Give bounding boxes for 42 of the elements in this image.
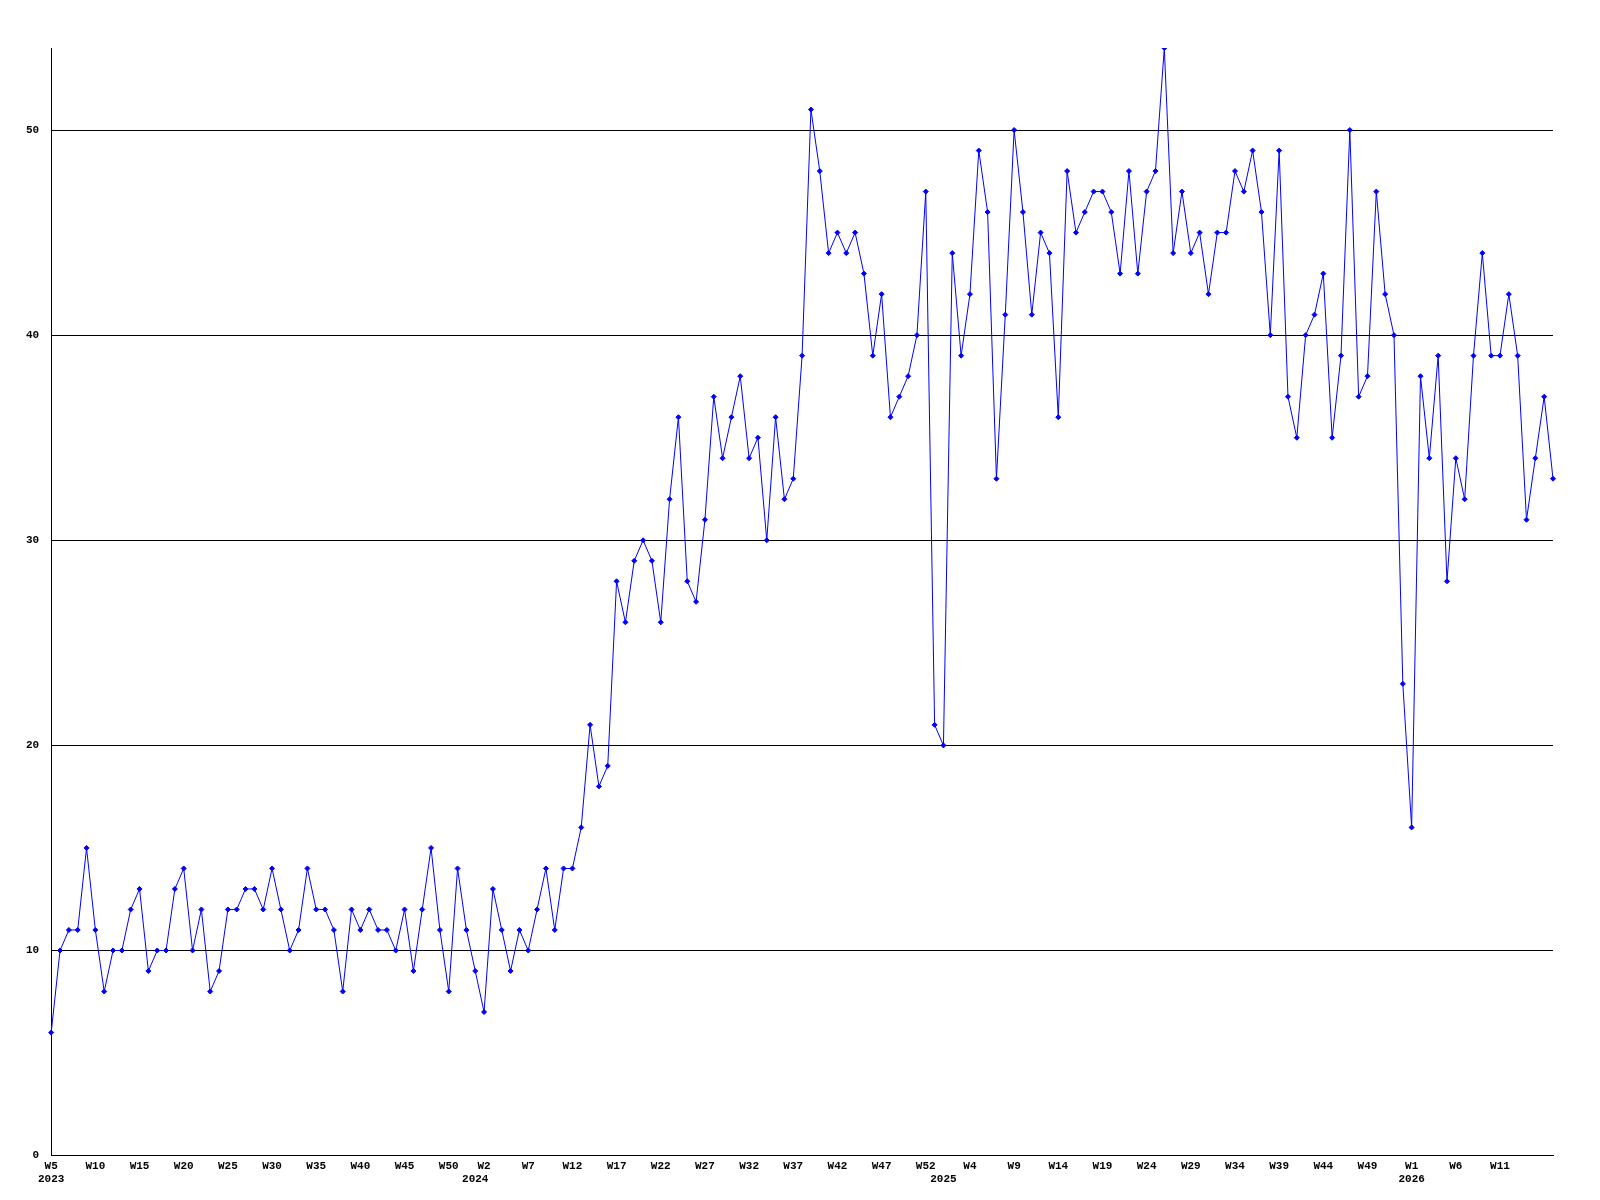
x-tick-label: W42 [827,1159,848,1172]
x-tick-label: W29 [1180,1159,1201,1172]
x-tick-label: W22 [650,1159,671,1172]
x-tick-label: W34 [1225,1159,1246,1172]
x-tick-label: W5 2023 [38,1159,65,1186]
x-tick-label: W32 [739,1159,759,1172]
x-tick-label: W20 [173,1159,194,1172]
x-tick-label: W44 [1313,1159,1334,1172]
x-tick-label: 2025 [930,1173,958,1186]
x-tick-label: W12 [562,1159,583,1172]
x-tick-label: W30 [262,1159,282,1172]
x-tick-label: W40 [350,1159,371,1172]
x-tick-label: W15 [129,1159,150,1172]
x-tick-label: W6 [1449,1159,1463,1172]
y-tick-label: 40 [26,328,40,341]
x-tick-label: W11 [1490,1159,1511,1172]
x-tick-label: W14 [1048,1159,1069,1172]
x-tick-label: W7 [521,1159,535,1172]
x-tick-label: W4 [963,1159,977,1172]
y-tick-label: 20 [26,739,40,752]
y-tick-label: 0 [32,1149,40,1162]
y-tick-label: 30 [26,534,40,547]
x-tick-label: W2 [477,1159,491,1172]
x-tick-label: W24 [1136,1159,1157,1172]
x-tick-label: W52 [915,1159,936,1172]
x-tick-label: W39 [1269,1159,1290,1172]
x-tick-label: W35 [306,1159,327,1172]
x-tick-label: W17 [606,1159,627,1172]
x-tick-label: W25 [217,1159,239,1172]
x-tick-label: W45 [394,1159,415,1172]
y-tick-label: 10 [26,944,40,957]
x-tick-label: 2024 [462,1173,489,1186]
x-tick-label: W10 [85,1159,106,1172]
x-tick-label: W27 [695,1159,715,1172]
x-tick-label: W19 [1092,1159,1113,1172]
y-tick-label: 50 [26,123,40,136]
x-tick-label: W37 [783,1159,804,1172]
x-tick-label: W50 [438,1159,459,1172]
x-tick-label: W47 [871,1159,892,1172]
x-tick-label: W1 2026 [1398,1159,1425,1186]
x-tick-label: W49 [1357,1159,1378,1172]
x-tick-label: W9 [1007,1159,1021,1172]
